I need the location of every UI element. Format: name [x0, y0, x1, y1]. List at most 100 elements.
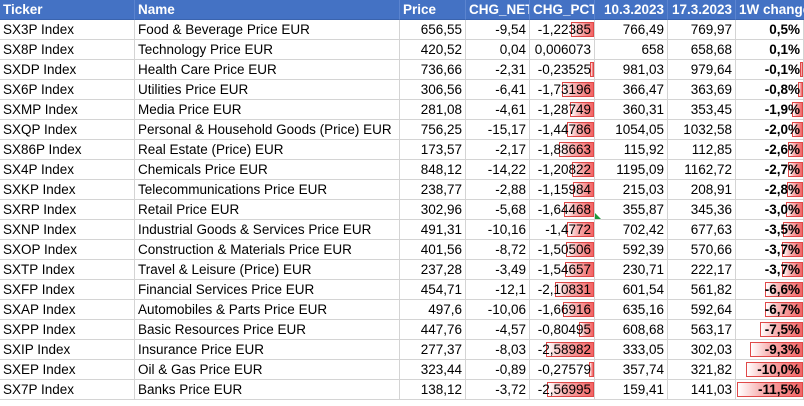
- cell-name[interactable]: Health Care Price EUR: [135, 60, 400, 80]
- cell-date-1[interactable]: 601,54: [595, 280, 668, 300]
- cell-1w-change[interactable]: -6,7%: [736, 300, 804, 320]
- cell-1w-change[interactable]: -3,0%: [736, 200, 804, 220]
- cell-chg-net[interactable]: -14,22: [466, 160, 530, 180]
- cell-chg-pct[interactable]: -1,15984: [530, 180, 595, 200]
- cell-1w-change[interactable]: -0,1%: [736, 60, 804, 80]
- cell-date-2[interactable]: 112,85: [668, 140, 736, 160]
- cell-date-2[interactable]: 570,66: [668, 240, 736, 260]
- cell-chg-pct[interactable]: -1,20822: [530, 160, 595, 180]
- cell-1w-change[interactable]: -0,8%: [736, 80, 804, 100]
- header-date-1[interactable]: 10.3.2023: [595, 0, 668, 20]
- cell-name[interactable]: Construction & Materials Price EUR: [135, 240, 400, 260]
- cell-price[interactable]: 454,71: [400, 280, 466, 300]
- cell-date-1[interactable]: 592,39: [595, 240, 668, 260]
- header-1w-change[interactable]: 1W change: [736, 0, 804, 20]
- cell-chg-net[interactable]: -12,1: [466, 280, 530, 300]
- cell-ticker[interactable]: SXQP Index: [0, 120, 135, 140]
- cell-chg-pct[interactable]: -1,66916: [530, 300, 595, 320]
- cell-price[interactable]: 420,52: [400, 40, 466, 60]
- cell-name[interactable]: Food & Beverage Price EUR: [135, 20, 400, 40]
- cell-chg-net[interactable]: -10,16: [466, 220, 530, 240]
- cell-date-2[interactable]: 979,64: [668, 60, 736, 80]
- header-chg-net[interactable]: CHG_NET: [466, 0, 530, 20]
- cell-chg-net[interactable]: -10,06: [466, 300, 530, 320]
- cell-chg-net[interactable]: -9,54: [466, 20, 530, 40]
- cell-date-1[interactable]: 702,42: [595, 220, 668, 240]
- header-ticker[interactable]: Ticker: [0, 0, 135, 20]
- cell-ticker[interactable]: SX86P Index: [0, 140, 135, 160]
- cell-price[interactable]: 302,96: [400, 200, 466, 220]
- cell-1w-change[interactable]: -6,6%: [736, 280, 804, 300]
- cell-ticker[interactable]: SX3P Index: [0, 20, 135, 40]
- cell-1w-change[interactable]: -11,5%: [736, 380, 804, 400]
- cell-1w-change[interactable]: -2,0%: [736, 120, 804, 140]
- cell-1w-change[interactable]: -2,8%: [736, 180, 804, 200]
- cell-date-1[interactable]: 333,05: [595, 340, 668, 360]
- cell-ticker[interactable]: SX6P Index: [0, 80, 135, 100]
- cell-chg-pct[interactable]: -0,23525: [530, 60, 595, 80]
- cell-ticker[interactable]: SX4P Index: [0, 160, 135, 180]
- cell-1w-change[interactable]: 0,5%: [736, 20, 804, 40]
- cell-price[interactable]: 281,08: [400, 100, 466, 120]
- cell-name[interactable]: Retail Price EUR: [135, 200, 400, 220]
- cell-name[interactable]: Banks Price EUR: [135, 380, 400, 400]
- cell-name[interactable]: Utilities Price EUR: [135, 80, 400, 100]
- cell-name[interactable]: Technology Price EUR: [135, 40, 400, 60]
- cell-chg-pct[interactable]: -1,22385: [530, 20, 595, 40]
- cell-date-1[interactable]: 981,03: [595, 60, 668, 80]
- cell-date-2[interactable]: 1032,58: [668, 120, 736, 140]
- cell-ticker[interactable]: SXAP Index: [0, 300, 135, 320]
- cell-ticker[interactable]: SXPP Index: [0, 320, 135, 340]
- cell-chg-pct[interactable]: -1,4772: [530, 220, 595, 240]
- cell-price[interactable]: 238,77: [400, 180, 466, 200]
- header-name[interactable]: Name: [135, 0, 400, 20]
- header-price[interactable]: Price: [400, 0, 466, 20]
- cell-date-2[interactable]: 353,45: [668, 100, 736, 120]
- cell-name[interactable]: Chemicals Price EUR: [135, 160, 400, 180]
- cell-date-2[interactable]: 677,63: [668, 220, 736, 240]
- cell-1w-change[interactable]: 0,1%: [736, 40, 804, 60]
- cell-ticker[interactable]: SX8P Index: [0, 40, 135, 60]
- cell-ticker[interactable]: SXTP Index: [0, 260, 135, 280]
- cell-chg-net[interactable]: -5,68: [466, 200, 530, 220]
- cell-date-2[interactable]: 1162,72: [668, 160, 736, 180]
- cell-chg-net[interactable]: 0,04: [466, 40, 530, 60]
- cell-price[interactable]: 138,12: [400, 380, 466, 400]
- cell-date-1[interactable]: 766,49: [595, 20, 668, 40]
- cell-chg-net[interactable]: -0,89: [466, 360, 530, 380]
- cell-price[interactable]: 401,56: [400, 240, 466, 260]
- cell-chg-pct[interactable]: -2,58982: [530, 340, 595, 360]
- cell-price[interactable]: 277,37: [400, 340, 466, 360]
- cell-name[interactable]: Real Estate (Price) EUR: [135, 140, 400, 160]
- cell-chg-net[interactable]: -8,03: [466, 340, 530, 360]
- cell-date-1[interactable]: 357,74: [595, 360, 668, 380]
- cell-1w-change[interactable]: -2,6%: [736, 140, 804, 160]
- cell-name[interactable]: Financial Services Price EUR: [135, 280, 400, 300]
- cell-chg-pct[interactable]: -0,27579: [530, 360, 595, 380]
- cell-date-1[interactable]: 608,68: [595, 320, 668, 340]
- cell-chg-net[interactable]: -8,72: [466, 240, 530, 260]
- cell-date-2[interactable]: 345,36: [668, 200, 736, 220]
- cell-price[interactable]: 173,57: [400, 140, 466, 160]
- cell-ticker[interactable]: SXRP Index: [0, 200, 135, 220]
- cell-name[interactable]: Travel & Leisure (Price) EUR: [135, 260, 400, 280]
- cell-date-1[interactable]: 115,92: [595, 140, 668, 160]
- cell-chg-pct[interactable]: -0,80495: [530, 320, 595, 340]
- cell-ticker[interactable]: SXNP Index: [0, 220, 135, 240]
- cell-date-1[interactable]: 230,71: [595, 260, 668, 280]
- cell-chg-net[interactable]: -4,61: [466, 100, 530, 120]
- cell-date-2[interactable]: 363,69: [668, 80, 736, 100]
- cell-chg-pct[interactable]: -1,44786: [530, 120, 595, 140]
- cell-date-2[interactable]: 222,17: [668, 260, 736, 280]
- cell-chg-net[interactable]: -3,49: [466, 260, 530, 280]
- cell-ticker[interactable]: SXEP Index: [0, 360, 135, 380]
- cell-chg-pct[interactable]: -1,28749: [530, 100, 595, 120]
- cell-chg-net[interactable]: -2,17: [466, 140, 530, 160]
- cell-1w-change[interactable]: -3,7%: [736, 240, 804, 260]
- cell-date-1[interactable]: 366,47: [595, 80, 668, 100]
- cell-date-1[interactable]: 658: [595, 40, 668, 60]
- cell-ticker[interactable]: SXKP Index: [0, 180, 135, 200]
- cell-chg-pct[interactable]: -1,54657: [530, 260, 595, 280]
- cell-date-2[interactable]: 592,64: [668, 300, 736, 320]
- cell-name[interactable]: Industrial Goods & Services Price EUR: [135, 220, 400, 240]
